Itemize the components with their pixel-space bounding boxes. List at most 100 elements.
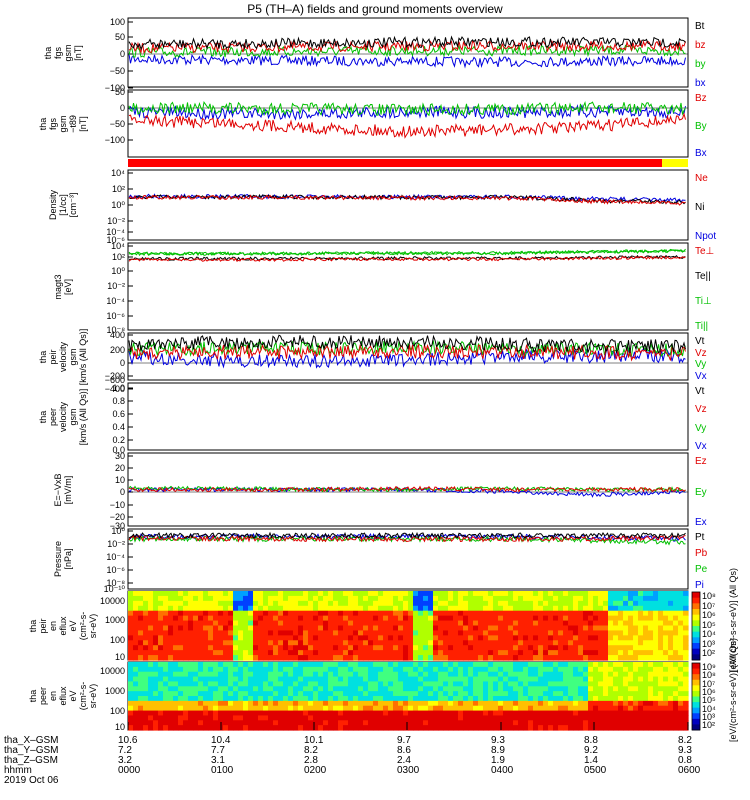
panel-frame-peir_vel bbox=[127, 332, 689, 381]
ytick-label: 200 bbox=[110, 345, 125, 355]
trace-fgs_gsm-Bt bbox=[128, 35, 686, 51]
legend-temp-0: Te⊥ bbox=[695, 246, 715, 257]
legend-fgs_gsm-1: bz bbox=[695, 40, 706, 51]
ylabel-fgs_gsm: tha fgs gsm [nT] bbox=[43, 44, 83, 62]
cbar-ele-tick: 10⁹ bbox=[702, 662, 716, 672]
footer-value: 2.4 bbox=[397, 755, 411, 766]
legend-pressure-1: Pb bbox=[695, 548, 708, 559]
ytick-label: 0.6 bbox=[112, 409, 125, 419]
ytick-label: −20 bbox=[110, 512, 125, 522]
footer-value: 9.7 bbox=[397, 735, 411, 746]
legend-density-0: Ne bbox=[695, 173, 708, 184]
footer-row-label: hhmm bbox=[4, 765, 32, 776]
legend-fgs_gsm_t89-0: Bz bbox=[695, 93, 707, 104]
legend-peer_vel-0: Vt bbox=[695, 386, 705, 397]
quality-bar bbox=[128, 159, 688, 167]
ytick-label: 10⁻² bbox=[107, 539, 125, 549]
ytick-label: 1000 bbox=[105, 615, 125, 625]
ytick-label: 0 bbox=[120, 358, 125, 368]
legend-density-2: Npot bbox=[695, 231, 717, 242]
ytick-label: −10 bbox=[110, 500, 125, 510]
footer-date: 2019 Oct 06 bbox=[4, 775, 59, 786]
ytick-label: −100 bbox=[105, 135, 125, 145]
footer-value: 10.6 bbox=[118, 735, 138, 746]
ylabel-pressure: Pressure [nPa] bbox=[53, 541, 73, 578]
legend-density-1: Ni bbox=[695, 202, 705, 213]
trace-peir_vel-Vx bbox=[128, 347, 686, 369]
legend-efield-2: Ex bbox=[695, 517, 707, 528]
footer-row-label: tha_X–GSM bbox=[4, 735, 59, 746]
trace-fgs_gsm-by bbox=[128, 43, 686, 58]
cbar-ion-tick: 10³ bbox=[702, 638, 716, 649]
ytick-label: 10000 bbox=[100, 596, 125, 606]
ytick-label: 0.0 bbox=[112, 445, 125, 455]
footer-value: 1.4 bbox=[584, 755, 598, 766]
footer-row-label: tha_Z–GSM bbox=[4, 755, 58, 766]
quality-bar-tail bbox=[662, 159, 688, 167]
footer-value: 0300 bbox=[397, 765, 420, 776]
ytick-label: 50 bbox=[115, 32, 125, 42]
trace-temp-Te⊥ bbox=[128, 255, 686, 262]
chart-title: P5 (TH–A) fields and ground moments over… bbox=[247, 2, 503, 16]
footer-value: 7.2 bbox=[118, 745, 132, 756]
ytick-label: 0 bbox=[120, 487, 125, 497]
footer-value: 10.4 bbox=[211, 735, 231, 746]
ytick-label: 10⁻² bbox=[107, 281, 125, 291]
footer-value: 8.9 bbox=[491, 745, 505, 756]
footer-value: 7.7 bbox=[211, 745, 225, 756]
trace-pressure-Pt bbox=[128, 531, 686, 540]
ytick-label: 10² bbox=[112, 184, 125, 194]
panel-frame-fgs_gsm_t89 bbox=[127, 89, 689, 158]
cbar-ion-tick: 10⁷ bbox=[702, 600, 716, 611]
legend-fgs_gsm-3: bx bbox=[695, 78, 706, 89]
footer-value: 8.8 bbox=[584, 735, 598, 746]
ytick-label: 10² bbox=[112, 252, 125, 262]
footer-value: 3.1 bbox=[211, 755, 225, 766]
footer-value: 8.2 bbox=[304, 745, 318, 756]
footer-value: 0400 bbox=[491, 765, 514, 776]
legend-peer_vel-1: Vz bbox=[695, 404, 707, 416]
cbar-ion-tick: 10⁸ bbox=[702, 591, 716, 601]
cbar-ele-tick: 10⁴ bbox=[702, 703, 716, 714]
ytick-label: 100 bbox=[110, 635, 125, 645]
footer-row-label: tha_Y–GSM bbox=[4, 745, 59, 756]
legend-temp-1: Te|| bbox=[695, 271, 711, 282]
cbar-ele-tick: 10³ bbox=[702, 711, 716, 722]
ytick-label: 10⁰ bbox=[111, 266, 125, 276]
trace-temp-Ti|| bbox=[128, 248, 686, 257]
ytick-label: 0 bbox=[120, 103, 125, 113]
cbar-ele-tick: 10⁶ bbox=[702, 686, 716, 697]
ytick-label: 100 bbox=[110, 17, 125, 27]
footer-value: 0000 bbox=[118, 765, 141, 776]
ytick-label: 1000 bbox=[105, 686, 125, 696]
trace-fgs_gsm_t89-Bx bbox=[128, 104, 686, 121]
legend-peir_vel-2: Vy bbox=[695, 359, 707, 371]
footer-value: 10.1 bbox=[304, 735, 324, 746]
footer-value: 0.8 bbox=[678, 755, 692, 766]
ylabel-efield: E=−VxB [mV/m] bbox=[53, 472, 73, 507]
ylabel-peir_spec: tha peir en eflux eV (cm²-s- sr-eV) bbox=[28, 611, 98, 640]
legend-fgs_gsm_t89-2: Bx bbox=[695, 148, 707, 159]
legend-efield-0: Ez bbox=[695, 456, 707, 467]
ytick-label: 10⁻⁴ bbox=[106, 227, 125, 237]
legend-pressure-0: Pt bbox=[695, 532, 705, 543]
ion-spectrogram bbox=[128, 591, 689, 661]
footer-value: 3.2 bbox=[118, 755, 132, 766]
ytick-label: 10⁻⁶ bbox=[107, 565, 126, 575]
legend-fgs_gsm-0: Bt bbox=[695, 21, 705, 32]
ylabel-density: Density [1/cc] [cm⁻³] bbox=[48, 190, 78, 221]
ytick-label: 10⁻⁴ bbox=[106, 552, 125, 562]
cbar-ele-tick: 10² bbox=[702, 720, 716, 731]
trace-efield-Ex bbox=[128, 486, 686, 498]
electron-colorbar bbox=[691, 662, 701, 731]
panel-frame-peer_vel bbox=[127, 382, 689, 451]
ytick-label: −50 bbox=[110, 66, 125, 76]
ion-colorbar bbox=[691, 591, 701, 661]
footer-value: 2.8 bbox=[304, 755, 318, 766]
cbar-ele-tick: 10⁷ bbox=[702, 678, 716, 689]
footer-value: 8.2 bbox=[678, 735, 692, 746]
footer-value: 0600 bbox=[678, 765, 701, 776]
footer-value: 9.2 bbox=[584, 745, 598, 756]
cbar-ion-tick: 10⁴ bbox=[702, 629, 716, 639]
